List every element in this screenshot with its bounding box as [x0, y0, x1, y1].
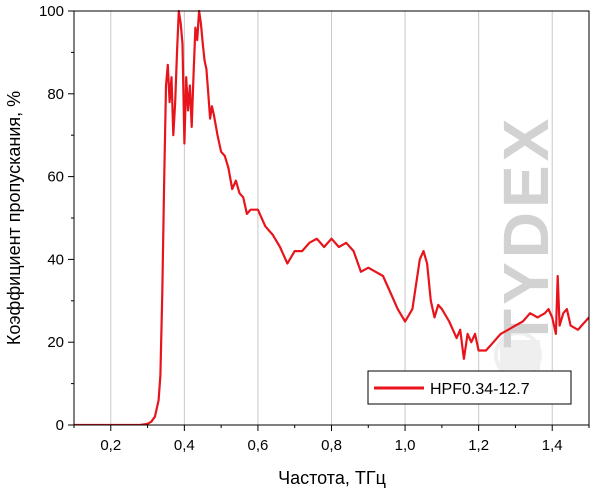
y-tick-label: 40	[47, 251, 64, 268]
tick-marks	[68, 10, 590, 431]
x-tick-label: 1,0	[395, 437, 416, 454]
y-tick-label: 0	[56, 417, 64, 434]
x-tick-label: 1,2	[468, 437, 489, 454]
x-axis-title: Частота, ТГц	[278, 468, 386, 488]
y-tick-label: 80	[47, 86, 64, 103]
x-tick-label: 0,2	[100, 437, 121, 454]
x-tick-label: 1,4	[542, 437, 563, 454]
x-tick-labels: 0,2 0,4 0,6 0,8 1,0 1,2 1,4	[100, 437, 562, 454]
x-tick-label: 0,4	[174, 437, 195, 454]
series-layer	[74, 9, 589, 425]
x-tick-label: 0,6	[247, 437, 268, 454]
watermark-tydex: TYDEX	[490, 115, 562, 348]
y-tick-labels: 0 20 40 60 80 100	[39, 3, 64, 434]
legend-label: HPF0.34-12.7	[430, 381, 530, 398]
grid-lines	[110, 11, 553, 425]
y-tick-label: 20	[47, 334, 64, 351]
y-tick-label: 100	[39, 3, 64, 20]
x-tick-label: 0,8	[321, 437, 342, 454]
y-tick-label: 60	[47, 169, 64, 186]
series-line	[74, 9, 589, 425]
y-axis-title: Коэффициент пропускания, %	[4, 91, 24, 345]
legend: HPF0.34-12.7	[367, 370, 572, 405]
